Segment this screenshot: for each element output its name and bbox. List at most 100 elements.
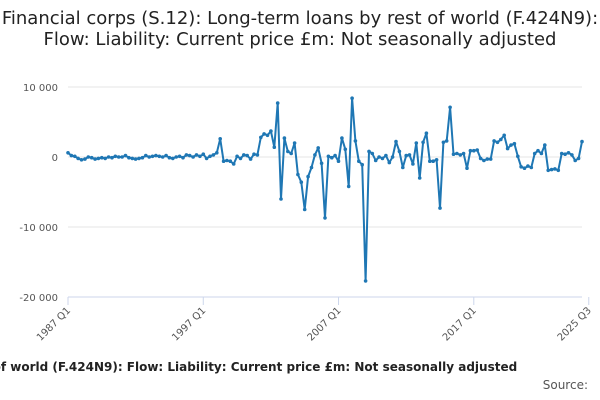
data-point[interactable] [252, 152, 256, 156]
data-point[interactable] [204, 156, 209, 161]
data-point[interactable] [326, 154, 331, 159]
data-point[interactable] [137, 156, 141, 161]
data-point[interactable] [282, 136, 287, 140]
data-point[interactable] [455, 151, 459, 156]
data-point[interactable] [113, 154, 118, 159]
data-point[interactable] [242, 153, 246, 157]
data-point[interactable] [144, 153, 148, 158]
data-point[interactable] [245, 153, 249, 158]
data-point[interactable] [492, 139, 496, 143]
data-point[interactable] [255, 153, 260, 157]
data-point[interactable] [367, 149, 371, 154]
data-point[interactable] [86, 155, 91, 159]
data-point[interactable] [549, 167, 554, 172]
data-point[interactable] [485, 157, 490, 161]
data-point[interactable] [448, 105, 452, 110]
data-point[interactable] [116, 155, 121, 159]
data-point[interactable] [340, 136, 344, 140]
data-point[interactable] [140, 155, 145, 160]
data-point[interactable] [177, 154, 182, 159]
data-point[interactable] [509, 143, 513, 147]
data-point[interactable] [160, 155, 165, 159]
data-point[interactable] [130, 156, 135, 161]
data-point[interactable] [323, 216, 327, 220]
data-point[interactable] [106, 155, 111, 159]
data-point[interactable] [563, 152, 567, 156]
data-point[interactable] [316, 146, 321, 150]
data-point[interactable] [546, 168, 550, 173]
data-point[interactable] [201, 152, 206, 156]
data-point[interactable] [127, 155, 131, 160]
data-point[interactable] [262, 132, 266, 136]
data-point[interactable] [248, 157, 253, 161]
data-point[interactable] [401, 165, 405, 170]
data-point[interactable] [384, 153, 388, 158]
data-point[interactable] [576, 156, 581, 161]
data-point[interactable] [414, 141, 419, 145]
data-point[interactable] [478, 156, 483, 161]
data-point[interactable] [516, 154, 520, 159]
data-point[interactable] [343, 147, 348, 152]
data-point[interactable] [110, 155, 114, 160]
data-point[interactable] [306, 174, 310, 179]
data-point[interactable] [218, 137, 222, 141]
data-point[interactable] [357, 159, 361, 163]
data-point[interactable] [96, 156, 101, 161]
data-point[interactable] [502, 133, 507, 138]
data-point[interactable] [235, 154, 239, 159]
data-point[interactable] [441, 140, 446, 145]
data-point[interactable] [302, 207, 307, 212]
data-point[interactable] [231, 162, 236, 166]
data-point[interactable] [573, 158, 577, 163]
data-point[interactable] [238, 156, 243, 161]
data-point[interactable] [346, 184, 351, 189]
data-point[interactable] [526, 164, 530, 168]
data-point[interactable] [123, 153, 128, 158]
data-point[interactable] [411, 162, 415, 166]
data-point[interactable] [171, 156, 175, 161]
data-point[interactable] [319, 161, 324, 166]
data-point[interactable] [150, 154, 155, 159]
data-point[interactable] [225, 158, 229, 163]
data-point[interactable] [458, 153, 463, 157]
data-point[interactable] [184, 153, 189, 157]
data-point[interactable] [444, 139, 449, 143]
data-point[interactable] [181, 155, 185, 160]
data-point[interactable] [174, 155, 178, 159]
data-point[interactable] [529, 165, 534, 170]
data-point[interactable] [191, 155, 195, 159]
data-point[interactable] [397, 149, 402, 154]
data-point[interactable] [76, 156, 80, 161]
data-point[interactable] [394, 139, 398, 144]
data-point[interactable] [336, 159, 341, 163]
data-point[interactable] [296, 172, 300, 177]
data-point[interactable] [350, 96, 354, 100]
data-point[interactable] [292, 141, 297, 145]
data-point[interactable] [313, 153, 317, 157]
data-point[interactable] [559, 151, 564, 156]
data-point[interactable] [333, 153, 337, 158]
data-point[interactable] [377, 155, 381, 159]
data-point[interactable] [417, 176, 422, 180]
data-point[interactable] [69, 153, 74, 158]
data-point[interactable] [164, 153, 168, 158]
data-point[interactable] [373, 158, 378, 163]
data-point[interactable] [79, 158, 84, 162]
data-point[interactable] [570, 153, 574, 157]
data-point[interactable] [499, 137, 503, 142]
data-point[interactable] [120, 155, 124, 159]
data-point[interactable] [353, 139, 358, 143]
data-point[interactable] [475, 148, 480, 152]
data-point[interactable] [272, 145, 277, 149]
data-point[interactable] [434, 158, 439, 162]
data-point[interactable] [275, 101, 280, 105]
data-point[interactable] [154, 153, 158, 158]
data-point[interactable] [512, 141, 517, 146]
data-point[interactable] [370, 151, 375, 156]
data-point[interactable] [211, 153, 216, 157]
data-point[interactable] [428, 159, 432, 163]
data-point[interactable] [438, 206, 442, 210]
data-point[interactable] [472, 148, 476, 153]
data-point[interactable] [424, 131, 429, 135]
data-point[interactable] [387, 160, 392, 165]
